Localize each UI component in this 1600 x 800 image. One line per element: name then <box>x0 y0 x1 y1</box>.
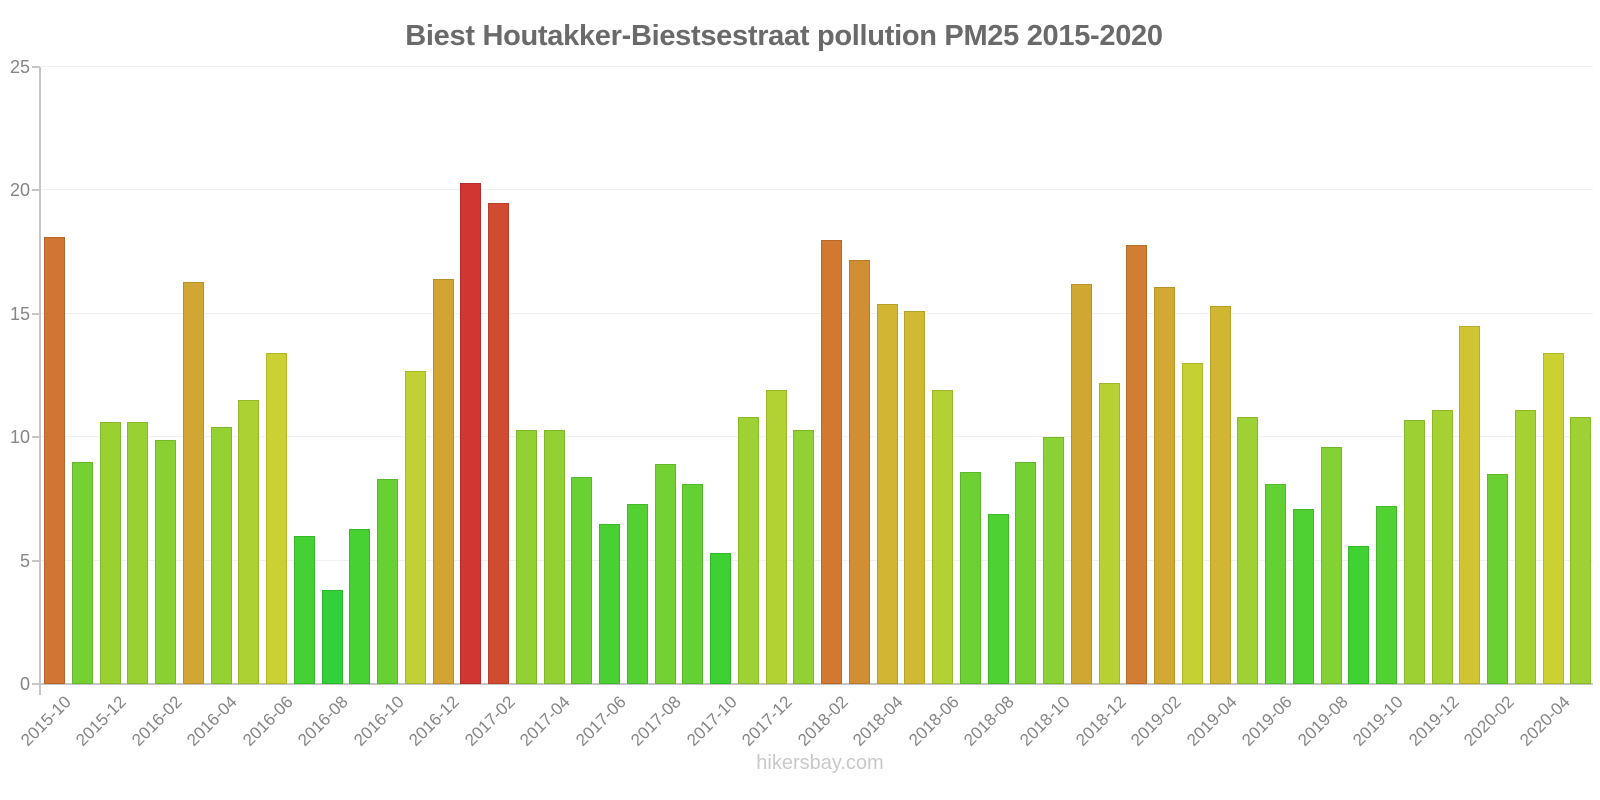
bar-2018-05[interactable] <box>904 311 926 684</box>
bar-2016-05[interactable] <box>238 400 260 684</box>
y-tick-25 <box>32 66 40 68</box>
bar-2018-06[interactable] <box>932 390 953 684</box>
bar-2016-11[interactable] <box>404 371 426 684</box>
bar-2017-01[interactable] <box>460 183 482 684</box>
bar-2015-10[interactable] <box>44 237 65 684</box>
bar-2018-07[interactable] <box>959 472 981 684</box>
bar-2020-04[interactable] <box>1542 353 1564 684</box>
bar-2018-03[interactable] <box>848 260 870 684</box>
gridline-y-20 <box>41 189 1593 191</box>
y-tick-label-5: 5 <box>19 550 30 571</box>
y-tick-label-20: 20 <box>9 180 30 201</box>
bar-2019-02[interactable] <box>1154 287 1175 684</box>
y-tick-label-15: 15 <box>9 303 30 324</box>
gridline-y-5 <box>41 559 1593 561</box>
bar-2020-05[interactable] <box>1570 417 1592 684</box>
bar-2017-08[interactable] <box>654 464 676 684</box>
bar-2019-08[interactable] <box>1320 447 1342 684</box>
bar-2019-11[interactable] <box>1403 420 1425 684</box>
bar-2017-05[interactable] <box>571 477 593 684</box>
bar-2020-03[interactable] <box>1514 410 1536 684</box>
y-tick-label-10: 10 <box>9 427 30 448</box>
bar-2018-12[interactable] <box>1098 383 1120 684</box>
bar-2019-05[interactable] <box>1237 417 1259 684</box>
bar-2018-02[interactable] <box>821 240 842 684</box>
gridline-y-10 <box>41 436 1593 438</box>
y-tick-15 <box>32 312 40 315</box>
y-tick-10 <box>32 436 40 439</box>
x-axis-line <box>33 683 1593 685</box>
bar-2019-06[interactable] <box>1265 484 1286 684</box>
bar-2019-01[interactable] <box>1126 245 1148 684</box>
gridline-y-15 <box>41 312 1593 314</box>
bar-2019-04[interactable] <box>1209 306 1231 684</box>
bar-2016-08[interactable] <box>321 590 343 684</box>
bar-2016-12[interactable] <box>432 279 454 684</box>
chart-title: Biest Houtakker-Biestsestraat pollution … <box>405 20 1163 52</box>
bar-2020-01[interactable] <box>1459 326 1481 684</box>
bar-2016-09[interactable] <box>349 529 371 684</box>
gridline-y-25 <box>41 66 1593 67</box>
bar-2018-08[interactable] <box>987 514 1009 684</box>
bar-2018-11[interactable] <box>1070 284 1092 684</box>
bar-2018-10[interactable] <box>1043 437 1064 684</box>
bar-2016-04[interactable] <box>210 427 232 684</box>
bar-2017-11[interactable] <box>737 417 759 684</box>
bar-2019-12[interactable] <box>1431 410 1453 684</box>
bar-2017-07[interactable] <box>626 504 648 684</box>
bar-2017-10[interactable] <box>710 553 731 684</box>
bar-2018-09[interactable] <box>1015 462 1037 684</box>
bar-2018-01[interactable] <box>793 430 815 684</box>
bar-2016-02[interactable] <box>155 440 176 684</box>
bar-2020-02[interactable] <box>1487 474 1508 684</box>
bar-2018-04[interactable] <box>876 304 898 684</box>
bar-2016-03[interactable] <box>182 282 204 684</box>
bar-2015-12[interactable] <box>99 422 121 684</box>
bar-2019-10[interactable] <box>1376 506 1397 684</box>
y-axis-line <box>39 67 41 695</box>
bar-2017-12[interactable] <box>765 390 787 684</box>
y-tick-5 <box>32 559 40 562</box>
bar-2017-04[interactable] <box>543 430 565 684</box>
bars-container <box>44 67 1592 684</box>
bar-2016-01[interactable] <box>127 422 149 684</box>
y-tick-0 <box>32 683 40 685</box>
bar-2019-07[interactable] <box>1292 509 1314 684</box>
bar-2016-07[interactable] <box>293 536 315 684</box>
bar-2015-11[interactable] <box>71 462 93 684</box>
bar-2019-03[interactable] <box>1181 363 1203 684</box>
bar-2017-06[interactable] <box>599 524 620 684</box>
bar-2016-06[interactable] <box>266 353 287 684</box>
bar-2016-10[interactable] <box>377 479 398 684</box>
bar-2017-02[interactable] <box>488 203 509 684</box>
y-tick-label-0: 0 <box>19 674 30 694</box>
y-tick-20 <box>32 189 40 192</box>
bar-2019-09[interactable] <box>1348 546 1370 684</box>
y-tick-label-25: 25 <box>9 57 30 77</box>
bar-2017-03[interactable] <box>515 430 537 684</box>
site-watermark: hikersbay.com <box>756 752 884 774</box>
bar-2017-09[interactable] <box>682 484 704 684</box>
